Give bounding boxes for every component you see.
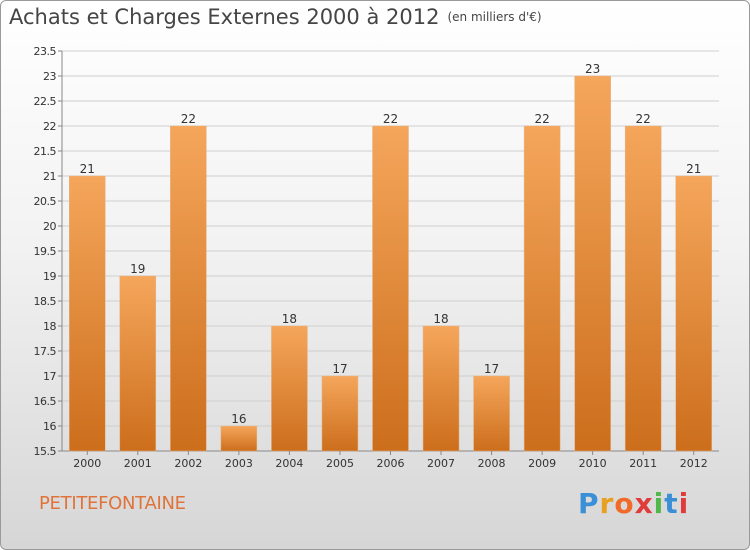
x-tick-label: 2003 [225,457,253,470]
logo-letter: o [614,487,635,520]
bar [69,175,106,452]
bar [473,375,510,452]
y-tick-label: 23 [43,70,56,83]
y-tick-label: 22 [43,120,56,133]
bar [372,125,409,452]
proxiti-logo: Proxiti [578,487,689,520]
y-tick-label: 20.5 [34,195,57,208]
x-tick-label: 2000 [73,457,101,470]
chart-unit: (en milliers d'€) [447,10,542,24]
logo-letter: r [599,487,615,520]
bar [675,175,712,452]
x-tick-label: 2004 [275,457,303,470]
x-tick-label: 2008 [478,457,506,470]
logo-letter: i [653,487,665,520]
x-tick-label: 2010 [579,457,607,470]
bar-value-label: 19 [130,262,145,276]
y-tick-label: 15.5 [34,445,57,458]
x-tick-label: 2007 [427,457,455,470]
x-tick-label: 2001 [124,457,152,470]
x-tick-label: 2006 [377,457,405,470]
bar-value-label: 21 [686,162,701,176]
bar-value-label: 18 [282,312,297,326]
logo-letter: P [578,487,600,520]
bar [119,275,157,452]
bar-value-label: 22 [534,112,549,126]
logo-letter: t [664,487,679,520]
x-tick-label: 2005 [326,457,354,470]
x-tick-label: 2002 [174,457,202,470]
bar [422,325,460,452]
bar [220,425,258,452]
bar-value-label: 21 [80,162,95,176]
y-tick-label: 22.5 [34,95,57,108]
bar-value-label: 22 [636,112,651,126]
bar-value-label: 22 [181,112,196,126]
bar-value-label: 22 [383,112,398,126]
y-tick-label: 18 [43,320,56,333]
bar-value-label: 18 [433,312,448,326]
bar-value-label: 17 [332,362,347,376]
bar-value-label: 23 [585,62,600,76]
bar [574,75,611,452]
x-tick-label: 2012 [680,457,708,470]
y-tick-label: 17 [43,370,56,383]
x-tick-label: 2011 [629,457,657,470]
y-tick-label: 16.5 [34,395,57,408]
bar [170,125,207,452]
bar [523,125,561,452]
y-tick-label: 19.5 [34,245,57,258]
y-tick-label: 21 [43,170,56,183]
y-tick-label: 19 [43,270,56,283]
y-tick-label: 17.5 [34,345,57,358]
chart-title-text: Achats et Charges Externes 2000 à 2012 [9,5,440,29]
bar [271,325,308,452]
x-tick-label: 2009 [528,457,556,470]
logo-letter: i [678,487,690,520]
bar-value-label: 17 [484,362,499,376]
commune-name: PETITEFONTAINE [39,493,186,514]
y-tick-label: 23.5 [34,45,57,58]
y-tick-label: 16 [43,420,56,433]
bar-value-label: 16 [231,412,246,426]
y-tick-label: 18.5 [34,295,57,308]
bar [624,125,662,452]
chart-title: Achats et Charges Externes 2000 à 2012 (e… [9,5,542,29]
logo-letter: x [634,487,654,520]
bar [321,375,359,452]
y-tick-label: 20 [43,220,56,233]
y-tick-label: 21.5 [34,145,57,158]
